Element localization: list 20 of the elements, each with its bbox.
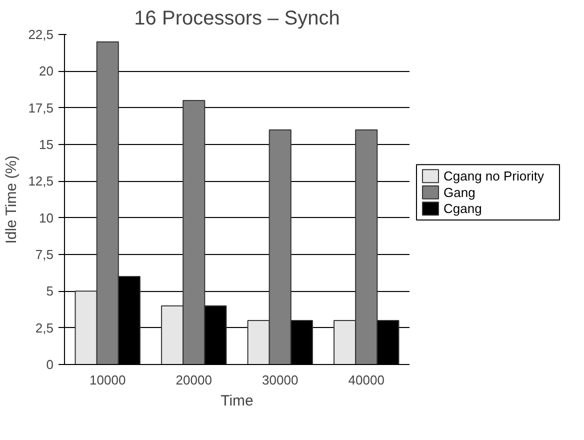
y-tick-label: 12,5 xyxy=(28,174,54,189)
y-tick-label: 0 xyxy=(46,357,54,372)
x-tick-label: 10000 xyxy=(90,372,126,388)
chart-title: 16 Processors – Synch xyxy=(134,8,340,30)
y-tick-label: 7,5 xyxy=(35,247,54,262)
y-tick-label: 5 xyxy=(46,284,54,299)
y-tick-label: 2,5 xyxy=(35,320,54,336)
x-tick-label: 40000 xyxy=(348,372,384,388)
y-tick-label: 10 xyxy=(39,210,54,226)
y-axis-title: Idle Time (%) xyxy=(3,155,20,244)
x-tick-label: 20000 xyxy=(176,372,212,388)
y-tick-label: 22,5 xyxy=(28,27,54,42)
legend-label: Cgang xyxy=(444,201,482,216)
x-axis-title: Time xyxy=(220,392,254,410)
x-tick-label: 30000 xyxy=(262,372,298,388)
y-tick-label: 17,5 xyxy=(28,100,54,116)
legend-label: Gang xyxy=(444,184,476,200)
y-tick-label: 15 xyxy=(39,137,54,152)
y-tick-label: 20 xyxy=(39,64,54,79)
legend-label: Cgang no Priority xyxy=(444,168,544,184)
